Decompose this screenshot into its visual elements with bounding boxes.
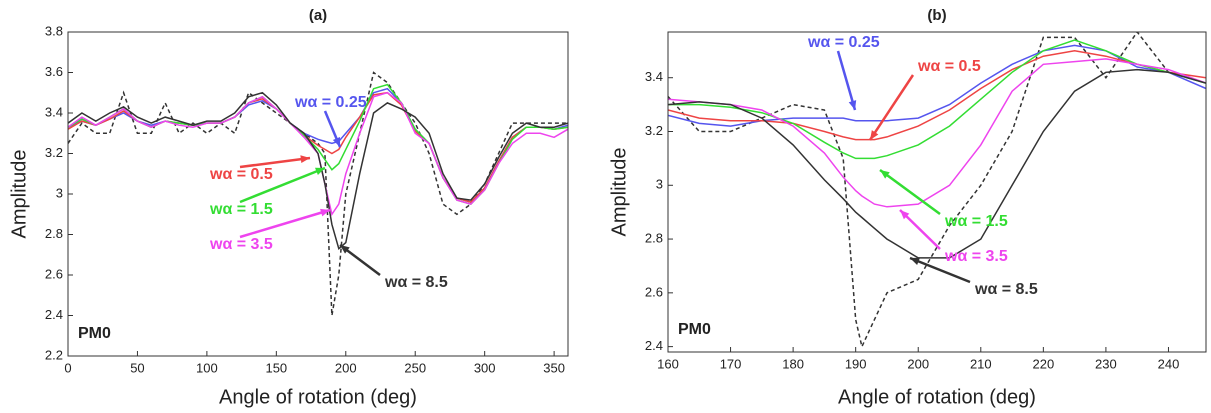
y-tick-label: 3.2 (645, 123, 663, 138)
axes-frame (67, 31, 569, 357)
x-tick-label: 200 (335, 360, 357, 375)
annotation-arrow (239, 208, 331, 239)
series-line (68, 91, 568, 251)
series-label: wα = 0.25 (807, 34, 880, 51)
axes-frame (667, 31, 1207, 353)
plot-area (68, 71, 568, 316)
y-tick-label: 2.4 (45, 307, 63, 322)
arrow-head (332, 137, 341, 147)
x-axis-label: Angle of rotation (deg) (219, 386, 417, 408)
series-line (68, 71, 568, 316)
plot-area (668, 32, 1206, 349)
annotation-arrow (239, 156, 311, 169)
arrow-head (910, 257, 920, 266)
y-tick-label: 2.6 (45, 266, 63, 281)
y-tick-label: 2.2 (45, 347, 63, 362)
x-tick-label: 160 (657, 356, 679, 371)
y-axis-label: Amplitude (8, 150, 30, 239)
annotation-arrow (899, 209, 941, 250)
x-tick-label: 220 (1032, 356, 1054, 371)
arrow-head (340, 245, 350, 254)
annotation-arrow (879, 168, 941, 216)
x-tick-label: 170 (720, 356, 742, 371)
y-tick-label: 2.8 (645, 230, 663, 245)
annotation-arrow (909, 256, 971, 284)
y-tick-label: 3 (656, 177, 663, 192)
x-tick-label: 210 (970, 356, 992, 371)
x-tick-label: 0 (64, 360, 71, 375)
panel-annotation: PM0 (78, 325, 111, 342)
series-label: wα = 1.5 (209, 201, 273, 218)
arrow-head (848, 100, 857, 110)
y-tick-label: 2.8 (45, 226, 63, 241)
y-tick-label: 3.4 (45, 104, 63, 119)
x-tick-label: 50 (130, 360, 144, 375)
chart-title: (a) (309, 7, 327, 24)
series-label: wα = 0.25 (294, 94, 367, 111)
arrow-head (880, 170, 890, 179)
series-line (668, 58, 1206, 208)
annotation-arrow (868, 74, 915, 141)
arrow-head (315, 167, 325, 176)
chart-title: (b) (927, 7, 946, 24)
y-axis-label: Amplitude (608, 148, 630, 237)
x-tick-label: 240 (1158, 356, 1180, 371)
arrow-head (320, 208, 330, 217)
x-tick-label: 250 (404, 360, 426, 375)
x-tick-label: 200 (907, 356, 929, 371)
x-tick-label: 150 (265, 360, 287, 375)
x-tick-label: 230 (1095, 356, 1117, 371)
series-line (668, 39, 1206, 160)
x-axis-label: Angle of rotation (deg) (838, 386, 1036, 408)
series-label: wα = 8.5 (384, 274, 448, 291)
y-tick-label: 3.8 (45, 23, 63, 38)
y-tick-label: 3 (56, 185, 63, 200)
y-tick-label: 2.4 (645, 338, 663, 353)
panel-annotation: PM0 (678, 321, 711, 338)
series-label: wα = 3.5 (209, 236, 273, 253)
series-line (668, 68, 1206, 259)
annotation-arrow (239, 166, 326, 204)
series-label: wα = 0.5 (209, 166, 273, 183)
arrow-head (900, 210, 910, 220)
series-line (668, 44, 1206, 127)
x-tick-label: 100 (196, 360, 218, 375)
x-tick-label: 300 (474, 360, 496, 375)
series-label: wα = 0.5 (917, 58, 981, 75)
series-label: wα = 8.5 (974, 281, 1038, 298)
y-tick-label: 3.6 (45, 64, 63, 79)
x-tick-label: 190 (845, 356, 867, 371)
series-line (668, 32, 1206, 349)
series-line (668, 50, 1206, 141)
series-label: wα = 3.5 (944, 248, 1008, 265)
x-tick-label: 180 (782, 356, 804, 371)
y-tick-label: 3.4 (645, 69, 663, 84)
series-label: wα = 1.5 (944, 213, 1008, 230)
y-tick-label: 3.2 (45, 145, 63, 160)
y-tick-label: 2.6 (645, 284, 663, 299)
x-tick-label: 350 (543, 360, 565, 375)
arrow-head (870, 130, 879, 140)
arrow-head (300, 155, 310, 164)
annotation-arrow (836, 50, 857, 111)
